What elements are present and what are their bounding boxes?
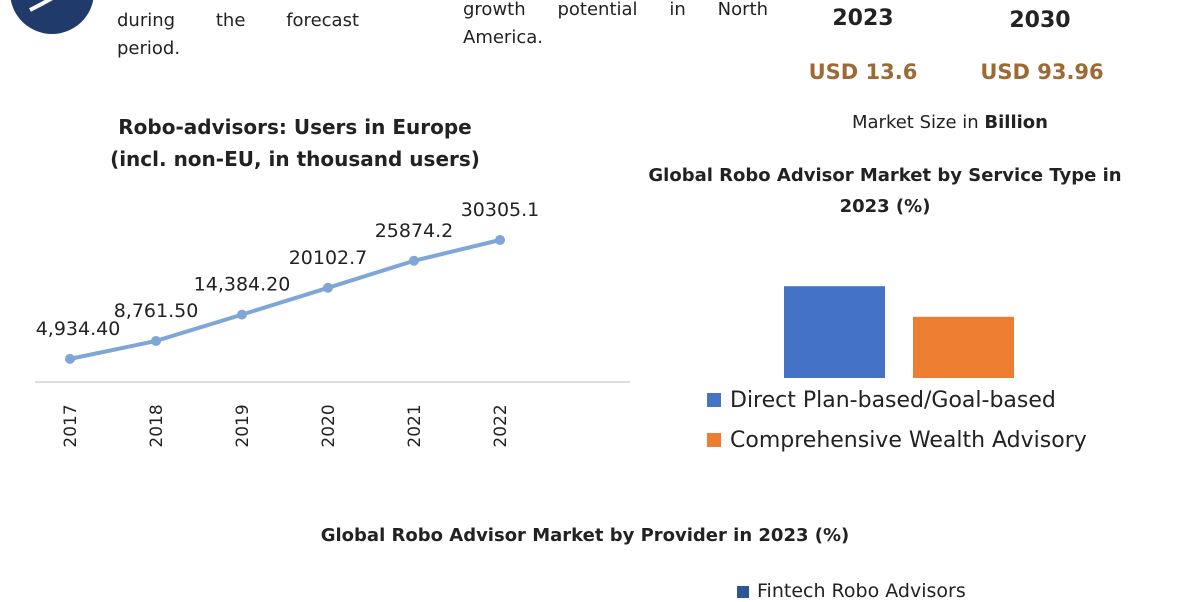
line (69, 238, 501, 361)
value-label: 20102.7 (289, 247, 368, 269)
x-tick-label: 2018 (147, 404, 167, 447)
subtitle: (incl. non-EU, in thousand users) (110, 147, 480, 171)
left-text-line: during the forecast (117, 10, 359, 31)
point (151, 335, 161, 346)
legend-label: Direct Plan-based/Goal-based (730, 388, 1056, 413)
left-text-line: period. (117, 38, 181, 59)
caption-text: Market Size in (851, 112, 979, 133)
logo-swoosh (29, 0, 53, 12)
point (323, 282, 333, 293)
bar-chart-title: Global Robo Advisor Market by Service Ty… (648, 165, 1122, 217)
point (65, 353, 75, 364)
bar (913, 316, 1014, 378)
bar (784, 286, 885, 378)
legend-label: Comprehensive Wealth Advisory (730, 428, 1087, 453)
middle-text-line: America. (463, 27, 543, 48)
market-caption: Market Size in Billion (780, 112, 1120, 133)
market-value: USD 93.96 (980, 60, 1104, 84)
x-tick-label: 2021 (405, 404, 425, 447)
legend-swatch (707, 433, 721, 447)
point (409, 255, 419, 266)
market-value: USD 13.6 (808, 60, 918, 84)
value-label: 8,761.50 (114, 300, 199, 322)
caption-unit: Billion (984, 112, 1048, 133)
line-chart-title: Robo-advisors: Users in Europe (incl. non… (80, 111, 510, 175)
value-label: 14,384.20 (194, 274, 291, 296)
year-label: 2030 (1009, 8, 1071, 33)
middle-text-line: growth potential in North (463, 0, 768, 20)
provider-title: Global Robo Advisor Market by Provider i… (320, 525, 850, 546)
legend-swatch (737, 586, 749, 598)
x-tick-label: 2020 (319, 404, 339, 447)
legend-label: Fintech Robo Advisors (757, 580, 966, 602)
logo-circle (10, 0, 94, 34)
title: Robo-advisors: Users in Europe (118, 115, 472, 139)
x-tick-label: 2017 (61, 404, 81, 447)
value-label: 25874.2 (375, 220, 454, 242)
point (495, 234, 505, 245)
point (237, 309, 247, 320)
year-label: 2023 (832, 6, 894, 31)
legend-swatch (707, 393, 721, 407)
x-tick-label: 2022 (491, 404, 511, 447)
x-tick-label: 2019 (233, 404, 253, 447)
value-label: 4,934.40 (36, 318, 121, 340)
value-label: 30305.1 (461, 199, 540, 221)
